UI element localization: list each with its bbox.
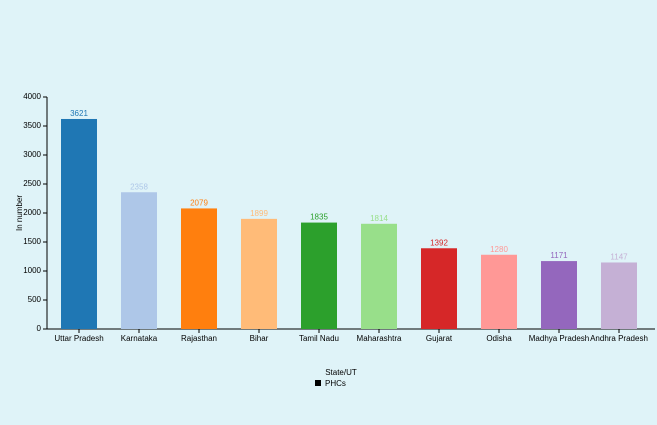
bar bbox=[181, 208, 217, 329]
x-tick-label: Uttar Pradesh bbox=[54, 334, 103, 343]
bar bbox=[301, 222, 337, 329]
x-tick-label: Maharashtra bbox=[357, 334, 402, 343]
x-tick-label: Bihar bbox=[250, 334, 269, 343]
bar bbox=[541, 261, 577, 329]
bar bbox=[241, 218, 277, 329]
y-tick-label: 1500 bbox=[23, 237, 41, 246]
y-tick-label: 3500 bbox=[23, 121, 41, 130]
data-label: 2079 bbox=[190, 199, 208, 208]
y-axis-label: In number bbox=[15, 195, 24, 231]
bar bbox=[121, 192, 157, 329]
x-tick-label: Tamil Nadu bbox=[299, 334, 339, 343]
y-tick-label: 2000 bbox=[23, 208, 41, 217]
x-tick-label: Madhya Pradesh bbox=[529, 334, 589, 343]
y-tick-label: 1000 bbox=[23, 266, 41, 275]
y-tick-label: 2500 bbox=[23, 179, 41, 188]
y-tick-label: 500 bbox=[28, 295, 42, 304]
x-tick-label: Andhra Pradesh bbox=[590, 334, 648, 343]
x-axis-label: State/UT bbox=[325, 368, 357, 377]
data-label: 3621 bbox=[70, 109, 88, 118]
data-label: 1835 bbox=[310, 213, 328, 222]
data-label: 1814 bbox=[370, 214, 388, 223]
y-tick-label: 3000 bbox=[23, 150, 41, 159]
x-tick-label: Rajasthan bbox=[181, 334, 217, 343]
data-label: 2358 bbox=[130, 182, 148, 191]
x-tick-label: Odisha bbox=[486, 334, 512, 343]
data-label: 1392 bbox=[430, 238, 448, 247]
legend-label: PHCs bbox=[325, 379, 346, 388]
bar bbox=[361, 223, 397, 329]
data-label: 1171 bbox=[550, 251, 568, 260]
x-tick-label: Gujarat bbox=[426, 334, 453, 343]
legend-swatch bbox=[315, 380, 321, 386]
y-tick-label: 4000 bbox=[23, 92, 41, 101]
data-label: 1147 bbox=[610, 253, 628, 262]
bar bbox=[61, 118, 97, 330]
y-tick-label: 0 bbox=[37, 324, 42, 333]
x-tick-label: Karnataka bbox=[121, 334, 158, 343]
bar bbox=[601, 262, 637, 329]
data-label: 1899 bbox=[250, 209, 268, 218]
bar bbox=[481, 254, 517, 329]
bar bbox=[421, 248, 457, 329]
data-label: 1280 bbox=[490, 245, 508, 254]
